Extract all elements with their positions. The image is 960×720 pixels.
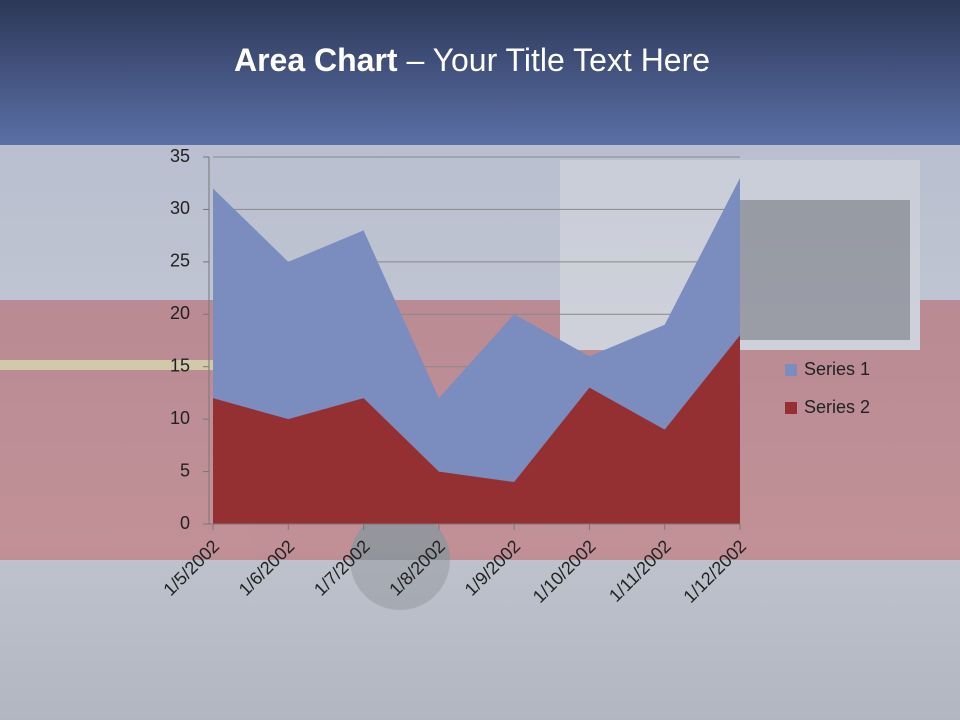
- y-tick-label: 35: [170, 146, 190, 166]
- title-rest: – Your Title Text Here: [406, 42, 710, 78]
- street: [0, 560, 960, 720]
- y-tick-label: 5: [180, 460, 190, 480]
- y-tick-label: 25: [170, 251, 190, 271]
- legend-label: Series 2: [804, 397, 870, 417]
- y-tick-label: 15: [170, 355, 190, 375]
- y-tick-label: 10: [170, 408, 190, 428]
- title-band: [0, 0, 960, 145]
- legend-label: Series 1: [804, 359, 870, 379]
- y-tick-label: 20: [170, 303, 190, 323]
- y-tick-label: 30: [170, 198, 190, 218]
- y-tick-label: 0: [180, 513, 190, 533]
- legend-swatch: [785, 402, 797, 414]
- legend-swatch: [785, 364, 797, 376]
- title-bold: Area Chart: [234, 42, 398, 78]
- slide-title: Area Chart – Your Title Text Here: [234, 42, 710, 78]
- area: [213, 335, 740, 524]
